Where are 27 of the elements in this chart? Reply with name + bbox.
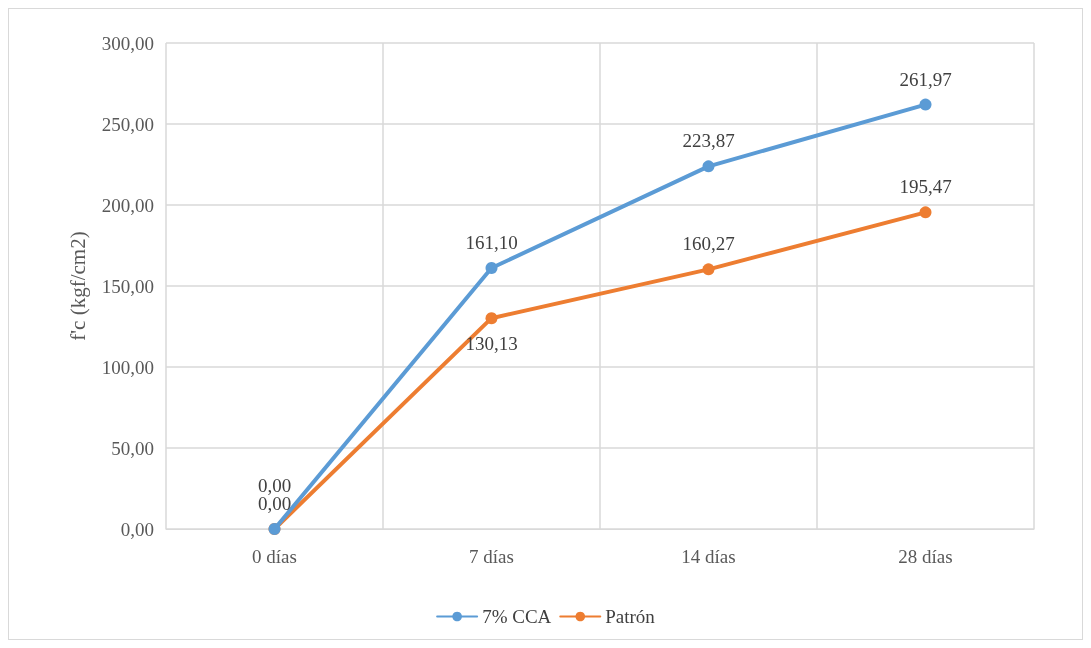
point xyxy=(485,312,498,325)
y-tick-label: 250,00 xyxy=(101,113,154,135)
data-label: 0,00 xyxy=(257,475,292,496)
y-tick-label: 100,00 xyxy=(101,356,154,378)
legend-label: Patrón xyxy=(605,606,656,627)
y-tick-label: 300,00 xyxy=(101,32,154,54)
point xyxy=(919,206,932,219)
y-tick-label: 200,00 xyxy=(101,194,154,216)
point xyxy=(702,160,715,173)
x-tick-label: 7 días xyxy=(469,546,514,567)
point xyxy=(702,263,715,276)
legend-label: 7% CCA xyxy=(482,606,552,627)
y-axis-title: f'c (kgf/cm2) xyxy=(65,231,90,341)
data-label: 161,10 xyxy=(465,232,518,254)
x-tick-label: 14 días xyxy=(681,546,736,567)
y-tick-label: 0,00 xyxy=(120,518,154,540)
data-label: 223,87 xyxy=(682,130,735,152)
point xyxy=(485,262,498,275)
x-tick-label: 0 días xyxy=(252,546,297,567)
point xyxy=(919,98,932,111)
data-label: 130,13 xyxy=(465,333,518,355)
data-label: 261,97 xyxy=(899,68,952,90)
y-tick-label: 50,00 xyxy=(111,437,154,459)
data-label: 160,27 xyxy=(682,233,735,255)
x-tick-label: 28 días xyxy=(898,546,953,567)
y-tick-label: 150,00 xyxy=(101,275,154,297)
data-label: 195,47 xyxy=(899,176,952,198)
